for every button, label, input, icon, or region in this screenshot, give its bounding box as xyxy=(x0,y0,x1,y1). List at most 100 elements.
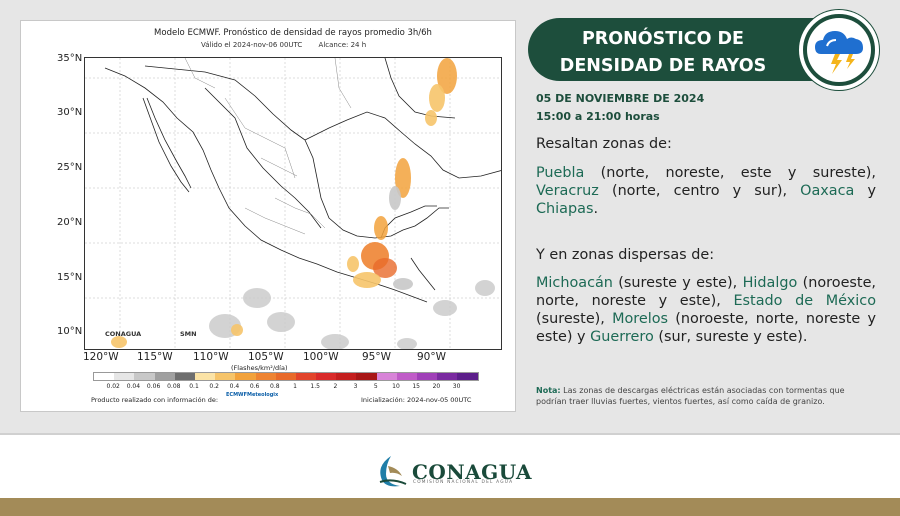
scale-swatch xyxy=(154,373,175,380)
scale-label: 10 xyxy=(392,383,400,390)
meteologix-logo: Meteologix xyxy=(247,392,279,398)
storm-cloud-icon xyxy=(807,18,871,82)
note: Nota: Las zonas de descargas eléctricas … xyxy=(536,385,876,407)
scale-swatch xyxy=(437,373,458,380)
storm-badge xyxy=(799,10,879,90)
footer-gold-bar xyxy=(0,498,900,516)
scale-swatch xyxy=(94,373,115,380)
scale-swatch xyxy=(275,373,296,380)
forecast-date: 05 DE NOVIEMBRE DE 2024 xyxy=(536,92,705,105)
lon-label: 95°W xyxy=(362,351,391,363)
scale-swatch xyxy=(417,373,438,380)
scale-label: 0.06 xyxy=(146,383,161,390)
scale-label: 15 xyxy=(412,383,421,390)
state-name: Morelos xyxy=(612,311,669,327)
state-name: Guerrero xyxy=(590,329,654,345)
color-scale xyxy=(93,372,479,381)
state-name: Michoacán xyxy=(536,275,613,291)
state-name: Hidalgo xyxy=(742,275,798,291)
scale-swatch xyxy=(194,373,216,380)
lon-label: 90°W xyxy=(417,351,446,363)
state-detail: (norte, noreste, este y sureste), xyxy=(584,165,876,181)
state-name: Chiapas xyxy=(536,201,594,217)
title-banner: PRONÓSTICO DE DENSIDAD DE RAYOS xyxy=(528,18,856,81)
conagua-emblem-icon xyxy=(379,456,407,487)
lon-label: 100°W xyxy=(303,351,339,363)
map-subtitle: Válido el 2024-nov-06 00UTC Alcance: 24 … xyxy=(201,41,380,49)
banner-line-1: PRONÓSTICO DE xyxy=(581,29,745,49)
lat-label: 20°N xyxy=(57,217,83,228)
scale-swatch xyxy=(457,373,478,380)
banner-title: PRONÓSTICO DE DENSIDAD DE RAYOS xyxy=(528,26,798,80)
state-detail: (sureste y este), xyxy=(612,275,743,291)
scale-swatch xyxy=(114,373,135,380)
scale-swatch xyxy=(255,373,276,380)
scale-label: 30 xyxy=(452,383,461,390)
map-title: Modelo ECMWF. Pronóstico de densidad de … xyxy=(154,28,432,38)
scale-swatch xyxy=(336,373,357,380)
scale-units: (Flashes/km²/día) xyxy=(231,364,288,372)
scale-label: 0.04 xyxy=(126,383,141,390)
scale-label: 1.5 xyxy=(310,383,320,390)
lon-label: 115°W xyxy=(137,351,173,363)
lat-label: 25°N xyxy=(57,162,83,173)
forecast-panel: PRONÓSTICO DE DENSIDAD DE RAYOS 05 DE NO… xyxy=(528,10,888,410)
state-detail: (sureste), xyxy=(536,311,613,327)
dispersed-heading: Y en zonas dispersas de: xyxy=(536,247,715,263)
scale-label: 2 xyxy=(333,383,338,390)
lat-label: 15°N xyxy=(57,272,83,283)
scale-label: 5 xyxy=(373,383,378,390)
state-name: Estado de México xyxy=(733,293,877,309)
scale-label: 0.6 xyxy=(249,383,260,390)
lat-label: 30°N xyxy=(57,107,83,118)
state-detail: (noroeste, norte, noreste y este), xyxy=(536,275,876,309)
scale-swatch xyxy=(134,373,155,380)
scale-label: 0.02 xyxy=(106,383,120,390)
ecmwf-logo: ECMWF xyxy=(226,392,247,398)
scale-swatch xyxy=(174,373,195,380)
state-detail: y xyxy=(854,183,876,199)
scale-label: 0.08 xyxy=(167,383,181,390)
scale-label: 20 xyxy=(432,383,441,390)
map-valid-date: Válido el 2024-nov-06 00UTC xyxy=(201,41,303,49)
color-scale-labels: 0.02 0.04 0.06 0.08 0.1 0.2 0.4 0.6 0.8 1 1.5 2 3 5 10… xyxy=(93,383,487,393)
note-label: Nota: xyxy=(536,386,561,395)
main-zones: Puebla (norte, noreste, este y sureste),… xyxy=(536,164,876,218)
conagua-map-logo: CONAGUA xyxy=(105,330,142,338)
state-detail: (norte, centro y sur), xyxy=(598,183,801,199)
footer xyxy=(0,435,900,498)
note-text: Las zonas de descargas eléctricas están … xyxy=(536,386,845,406)
scale-label: 3 xyxy=(353,383,358,390)
scale-swatch xyxy=(396,373,417,380)
scale-swatch xyxy=(295,373,317,380)
lat-label: 35°N xyxy=(57,53,83,64)
smn-map-logo: SMN xyxy=(180,330,197,338)
map-frame: CONAGUA SMN xyxy=(84,57,502,350)
intro-heading: Resaltan zonas de: xyxy=(536,136,672,152)
produced-by: Producto realizado con información de: xyxy=(91,396,219,404)
state-name: Puebla xyxy=(536,165,585,181)
state-detail: (noroeste, norte, noreste y este) y xyxy=(536,311,876,345)
state-name: Veracruz xyxy=(536,183,599,199)
lon-label: 105°W xyxy=(248,351,284,363)
scale-swatch xyxy=(356,373,377,380)
scale-swatch xyxy=(235,373,256,380)
state-detail: (sur, sureste y este). xyxy=(653,329,808,345)
lon-label: 120°W xyxy=(83,351,119,363)
banner-line-2: DENSIDAD DE RAYOS xyxy=(559,56,767,76)
scale-label: 0.2 xyxy=(209,383,219,390)
state-name: Oaxaca xyxy=(800,183,855,199)
footer-brand: CONAGUA xyxy=(412,460,533,484)
footer-subtitle: COMISIÓN NACIONAL DEL AGUA xyxy=(413,480,514,485)
state-detail: . xyxy=(593,201,599,217)
lon-label: 110°W xyxy=(193,351,229,363)
scale-label: 0.4 xyxy=(229,383,240,390)
lightning-map-card: Modelo ECMWF. Pronóstico de densidad de … xyxy=(20,20,516,412)
footer-separator xyxy=(0,433,900,435)
scale-label: 0.8 xyxy=(270,383,280,390)
map-reach: Alcance: 24 h xyxy=(318,41,367,49)
initialization-date: Inicialización: 2024-nov-05 00UTC xyxy=(361,396,472,404)
forecast-hours: 15:00 a 21:00 horas xyxy=(536,110,660,123)
scale-label: 1 xyxy=(293,383,297,390)
scale-swatch xyxy=(215,373,236,380)
